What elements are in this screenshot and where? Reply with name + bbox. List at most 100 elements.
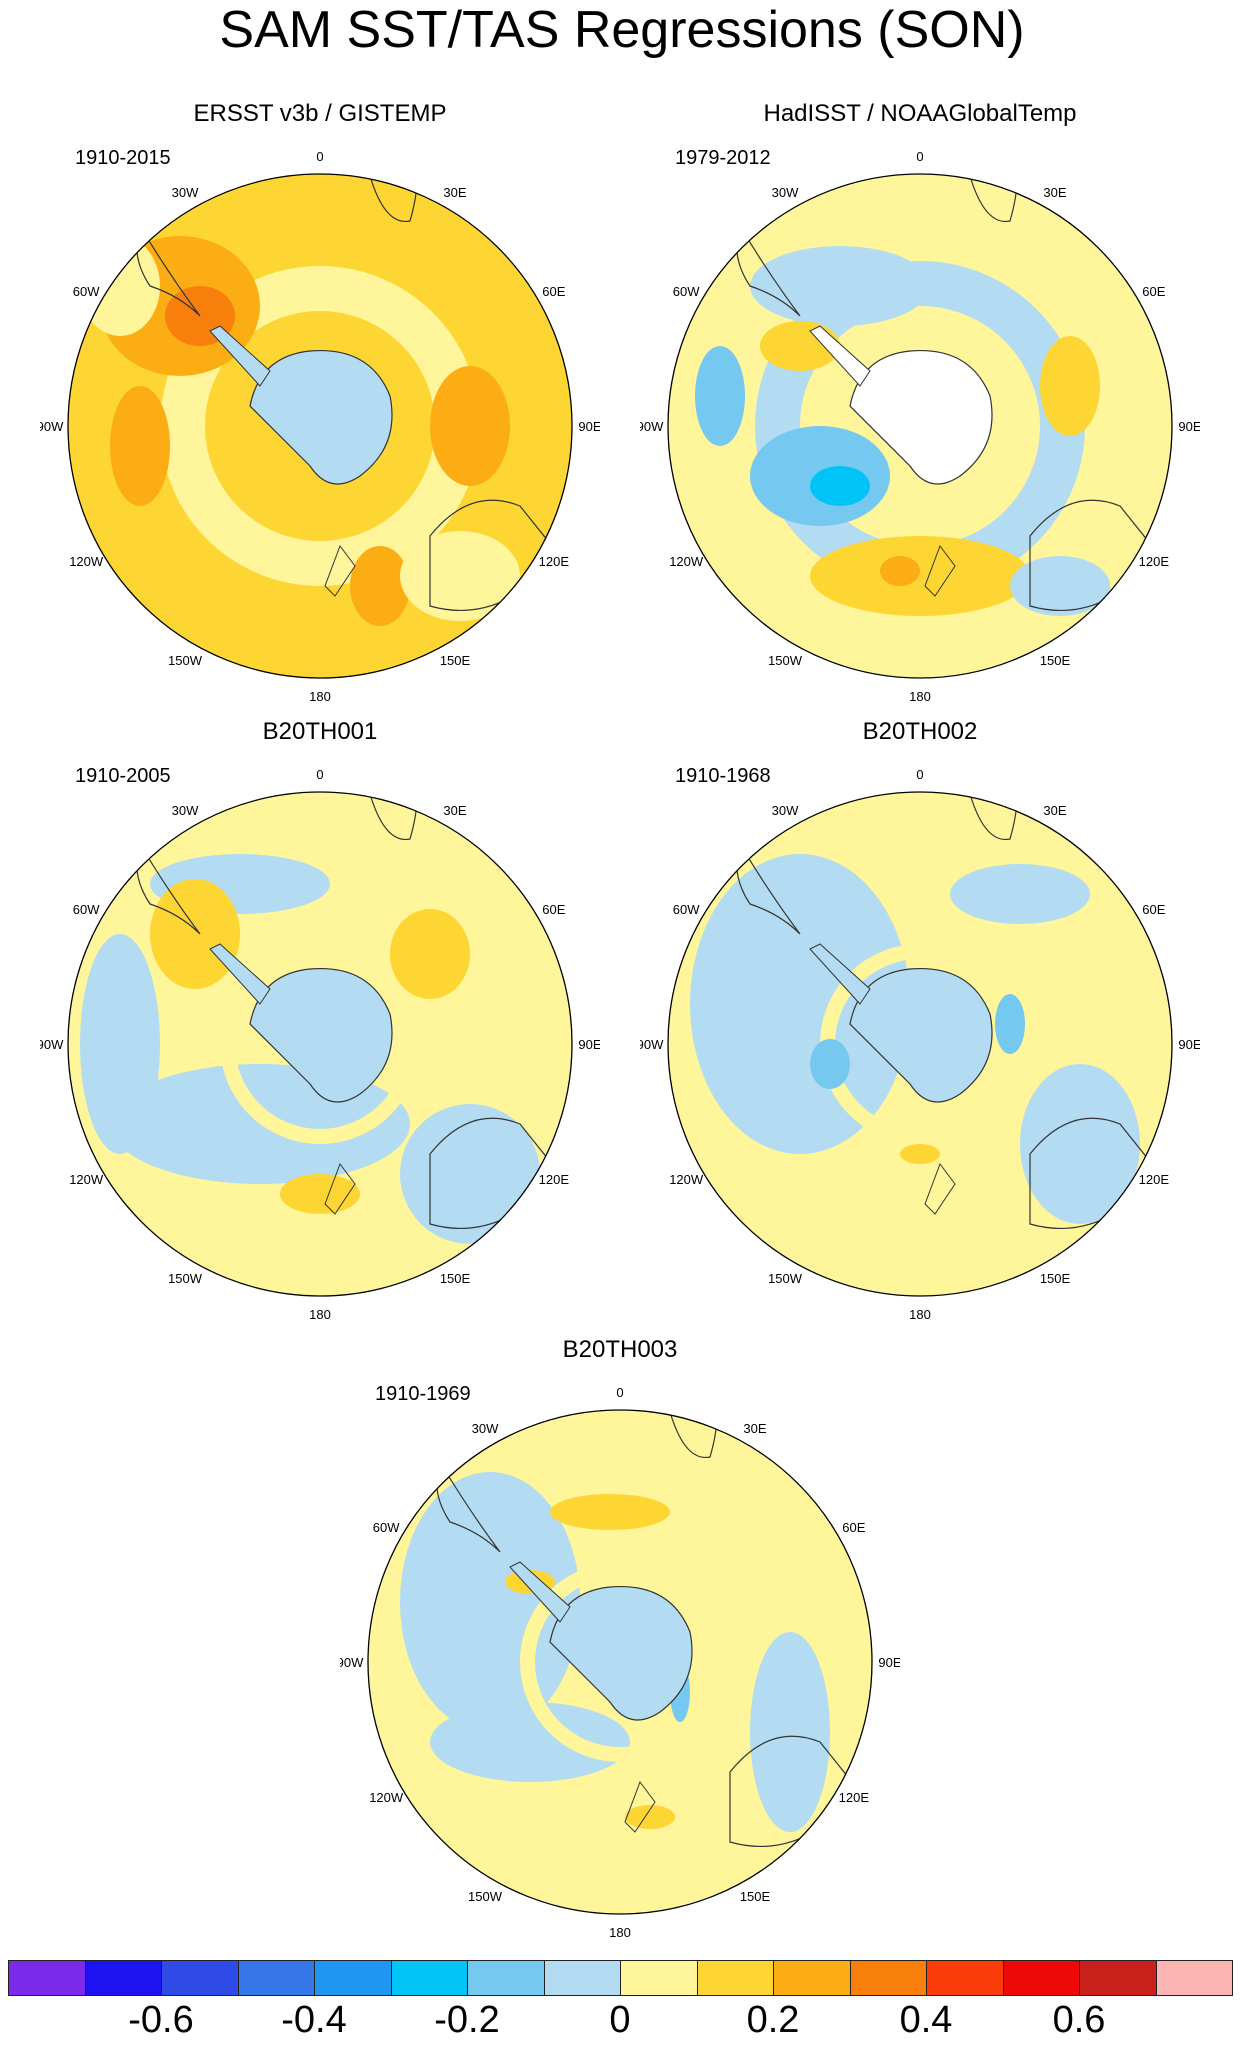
longitude-label: 30W [172, 185, 199, 200]
longitude-label: 180 [909, 689, 931, 704]
longitude-label: 150E [740, 1889, 771, 1904]
longitude-label: 150E [1040, 653, 1071, 668]
longitude-label: 120E [839, 1790, 870, 1805]
map-panel-b20th001: B20TH001 1910-2005 0 30E 60E 90E 120E 150E 180… [40, 718, 600, 1338]
polar-map: 0 30E 60E 90E 120E 150E 180 150W 120W 90W 60W 30W [340, 1385, 900, 1940]
map-panel-b20th002: B20TH002 1910-1968 0 30E 60E 90E 120E 150E 180… [640, 718, 1200, 1338]
figure-title: SAM SST/TAS Regressions (SON) [219, 1, 1025, 59]
longitude-label: 120W [369, 1790, 404, 1805]
anomaly-region [280, 1174, 360, 1214]
antarctic-peninsula [809, 325, 871, 387]
colorbar-box [237, 1960, 315, 1996]
anomaly-region [110, 386, 170, 506]
south-america-coastline [736, 842, 801, 935]
anomaly-region [695, 346, 745, 446]
longitude-label: 180 [609, 1925, 631, 1940]
anomaly-region [995, 994, 1025, 1054]
antarctica-coastline [849, 967, 993, 1103]
anomaly-region [400, 1104, 540, 1244]
south-america-coastline [136, 224, 201, 317]
anomaly-region [950, 864, 1090, 924]
panel-title: HadISST / NOAAGlobalTemp [763, 100, 1077, 127]
map-panel-b20th003: B20TH003 1910-1969 0 30E 60E 90E 120E 150E 180… [340, 1336, 900, 1956]
polar-map: 0 30E 60E 90E 120E 150E 180 150W 120W 90W 60W 30W [640, 767, 1200, 1322]
longitude-label: 90E [578, 1037, 600, 1052]
map-fill [668, 174, 1172, 678]
map-boundary [67, 173, 573, 679]
longitude-label: 0 [316, 767, 323, 782]
antarctica-coastline [249, 349, 393, 485]
colorbar-box [773, 1960, 851, 1996]
panel-title: ERSST v3b / GISTEMP [193, 100, 447, 127]
longitude-label: 30E [1043, 803, 1066, 818]
colorbar-box [314, 1960, 392, 1996]
anomaly-region [900, 1144, 940, 1164]
longitude-label: 120W [669, 1172, 704, 1187]
colorbar-label: 0.2 [746, 1999, 800, 2041]
anomaly-region [430, 1702, 630, 1782]
longitude-label: 90W [40, 1037, 64, 1052]
longitude-label: 60W [673, 284, 700, 299]
anomaly-region [350, 546, 410, 626]
map-panel-ersst: ERSST v3b / GISTEMP 1910-2015 0 30E 60E 90E… [40, 100, 600, 720]
longitude-label: 60W [73, 902, 100, 917]
panel-title: B20TH001 [262, 718, 378, 745]
longitude-label: 30W [772, 185, 799, 200]
anomaly-region [390, 909, 470, 999]
longitude-label: 90W [640, 419, 664, 434]
longitude-label: 120E [1139, 554, 1170, 569]
longitude-label: 150W [168, 1271, 203, 1286]
colorbar-label: -0.4 [281, 1999, 347, 2041]
new-zealand-coastline [624, 1780, 656, 1833]
longitude-label: 60E [542, 902, 565, 917]
longitude-label: 30E [1043, 185, 1066, 200]
colorbar-box [390, 1960, 468, 1996]
longitude-label: 150E [1040, 1271, 1071, 1286]
map-fill [68, 174, 572, 678]
longitude-label: 90E [1178, 419, 1200, 434]
longitude-label: 0 [916, 767, 923, 782]
longitude-label: 30W [772, 803, 799, 818]
longitude-label: 30E [743, 1421, 766, 1436]
longitude-label: 150E [440, 1271, 471, 1286]
panel-period: 1910-1969 [375, 1383, 471, 1405]
colorbar-label: 0.6 [1052, 1999, 1106, 2041]
colorbar-box [543, 1960, 621, 1996]
colorbar-box [1002, 1960, 1080, 1996]
longitude-label: 150W [168, 653, 203, 668]
longitude-label: 0 [316, 149, 323, 164]
antarctic-peninsula [809, 943, 871, 1005]
map-boundary [67, 791, 573, 1297]
panel-title: B20TH003 [562, 1336, 678, 1363]
anomaly-region [1010, 556, 1110, 616]
longitude-label: 60E [542, 284, 565, 299]
antarctica-coastline [549, 1585, 693, 1721]
map-boundary [667, 791, 1173, 1297]
colorbar-label: 0.4 [899, 1999, 953, 2041]
anomaly-ring [220, 944, 420, 1144]
longitude-label: 90W [40, 419, 64, 434]
longitude-label: 90E [1178, 1037, 1200, 1052]
panel-period: 1910-1968 [675, 765, 771, 787]
map-panel-hadisst: HadISST / NOAAGlobalTemp 1979-2012 0 30E 6… [640, 100, 1200, 720]
polar-map: 0 30E 60E 90E 120E 150E 180 150W 120W 90W 60W 30W [640, 149, 1200, 704]
longitude-label: 90E [878, 1655, 900, 1670]
colorbar-box [467, 1960, 545, 1996]
south-america-coastline [136, 842, 201, 935]
anomaly-region [1020, 1064, 1140, 1224]
longitude-label: 90W [340, 1655, 364, 1670]
colorbar-box [849, 1960, 927, 1996]
new-zealand-coastline [324, 1162, 356, 1215]
longitude-label: 120W [69, 1172, 104, 1187]
colorbar-label: -0.6 [128, 1999, 194, 2041]
longitude-label: 90E [578, 419, 600, 434]
longitude-label: 180 [909, 1307, 931, 1322]
anomaly-region [150, 879, 240, 989]
colorbar-box [620, 1960, 698, 1996]
longitude-label: 150W [468, 1889, 503, 1904]
panel-period: 1979-2012 [675, 147, 771, 169]
longitude-label: 150W [768, 653, 803, 668]
longitude-label: 180 [309, 689, 331, 704]
colorbar-box [926, 1960, 1004, 1996]
longitude-label: 30W [172, 803, 199, 818]
